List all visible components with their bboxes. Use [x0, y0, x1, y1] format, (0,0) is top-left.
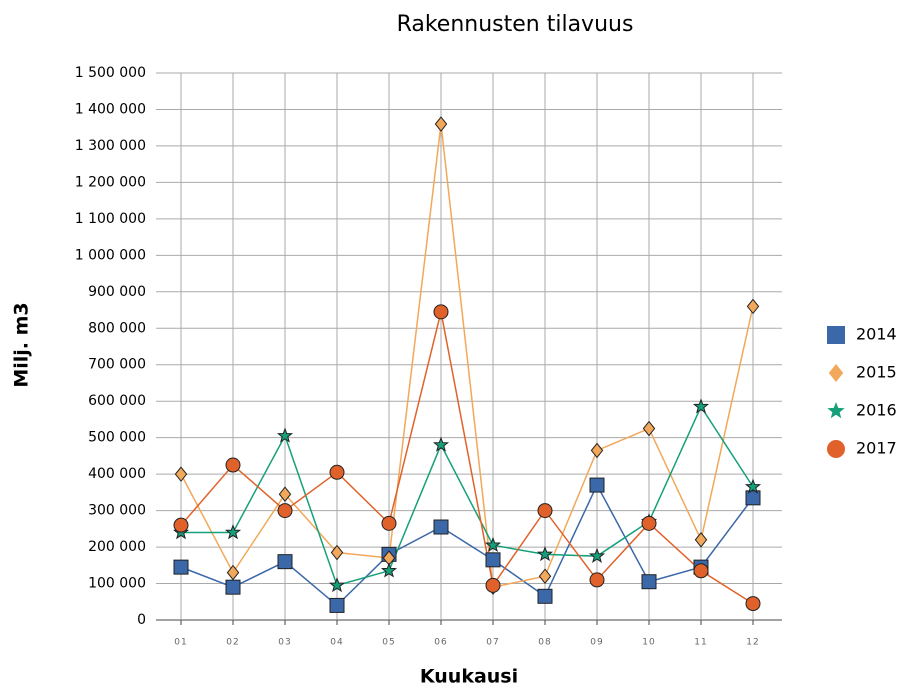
y-tick-label: 1 300 000	[75, 138, 146, 154]
series-line	[180, 123, 754, 589]
marker	[485, 577, 501, 593]
marker	[538, 568, 552, 585]
marker	[329, 597, 345, 613]
y-tick-label: 400 000	[88, 466, 146, 482]
y-tick-label: 0	[137, 612, 146, 628]
x-tick-label: 10	[642, 638, 655, 648]
y-tick-label: 500 000	[88, 430, 146, 446]
marker	[329, 464, 345, 480]
marker	[330, 544, 344, 561]
x-tick-label: 09	[590, 638, 603, 648]
marker	[432, 436, 450, 452]
x-tick-label: 03	[278, 638, 291, 648]
y-tick-label: 900 000	[88, 284, 146, 300]
marker	[276, 427, 294, 443]
y-tick-label: 1 100 000	[75, 211, 146, 227]
x-tick-label: 07	[486, 638, 499, 648]
marker	[744, 478, 762, 494]
y-tick-label: 1 400 000	[75, 101, 146, 117]
marker	[433, 304, 449, 320]
marker	[277, 554, 293, 570]
marker	[589, 477, 605, 493]
legend-label: 2016	[856, 401, 897, 420]
y-axis-label: Milj. m3	[11, 302, 33, 387]
series-line	[180, 483, 754, 607]
marker	[537, 503, 553, 519]
y-tick-label: 1 000 000	[75, 247, 146, 263]
y-tick-label: 800 000	[88, 320, 146, 336]
legend-label: 2017	[856, 439, 897, 458]
y-tick-label: 100 000	[88, 576, 146, 592]
marker	[694, 531, 708, 548]
marker	[827, 440, 845, 458]
marker	[225, 579, 241, 595]
y-tick-label: 200 000	[88, 539, 146, 555]
marker	[588, 547, 606, 563]
marker	[589, 572, 605, 588]
y-tick-label: 1 500 000	[75, 65, 146, 81]
chart-title: Rakennusten tilavuus	[397, 12, 634, 37]
marker	[590, 442, 604, 459]
y-tick-label: 700 000	[88, 357, 146, 373]
marker	[226, 564, 240, 581]
marker	[827, 402, 845, 419]
marker	[225, 457, 241, 473]
marker	[433, 519, 449, 535]
marker	[641, 574, 657, 590]
marker	[173, 517, 189, 533]
y-tick-label: 600 000	[88, 393, 146, 409]
marker	[746, 298, 760, 315]
x-tick-label: 01	[174, 638, 187, 648]
x-tick-label: 08	[538, 638, 551, 648]
x-tick-label: 02	[226, 638, 239, 648]
series-line	[180, 311, 754, 605]
marker	[485, 552, 501, 568]
marker	[278, 486, 292, 502]
marker	[827, 326, 845, 344]
marker	[328, 576, 346, 593]
y-tick-label: 300 000	[88, 503, 146, 519]
legend-label: 2015	[856, 363, 897, 382]
marker	[745, 490, 761, 506]
marker	[381, 515, 397, 531]
marker	[224, 524, 242, 540]
x-tick-label: 11	[694, 638, 707, 648]
x-axis-label: Kuukausi	[420, 666, 518, 688]
marker	[380, 562, 398, 578]
marker	[692, 398, 710, 414]
marker	[173, 559, 189, 575]
marker	[828, 364, 844, 382]
marker	[536, 545, 554, 562]
marker	[745, 596, 761, 612]
marker	[641, 515, 657, 531]
x-tick-label: 06	[434, 638, 447, 648]
marker	[642, 420, 656, 437]
marker	[484, 536, 502, 553]
x-tick-label: 05	[382, 638, 395, 648]
x-tick-label: 12	[746, 638, 759, 648]
series-line	[181, 405, 754, 587]
marker	[537, 588, 553, 604]
x-tick-label: 04	[330, 638, 343, 648]
y-tick-label: 1 200 000	[75, 174, 146, 190]
marker	[434, 116, 448, 132]
marker	[174, 466, 188, 482]
legend-label: 2014	[856, 325, 897, 344]
marker	[277, 503, 293, 519]
marker	[693, 563, 709, 579]
